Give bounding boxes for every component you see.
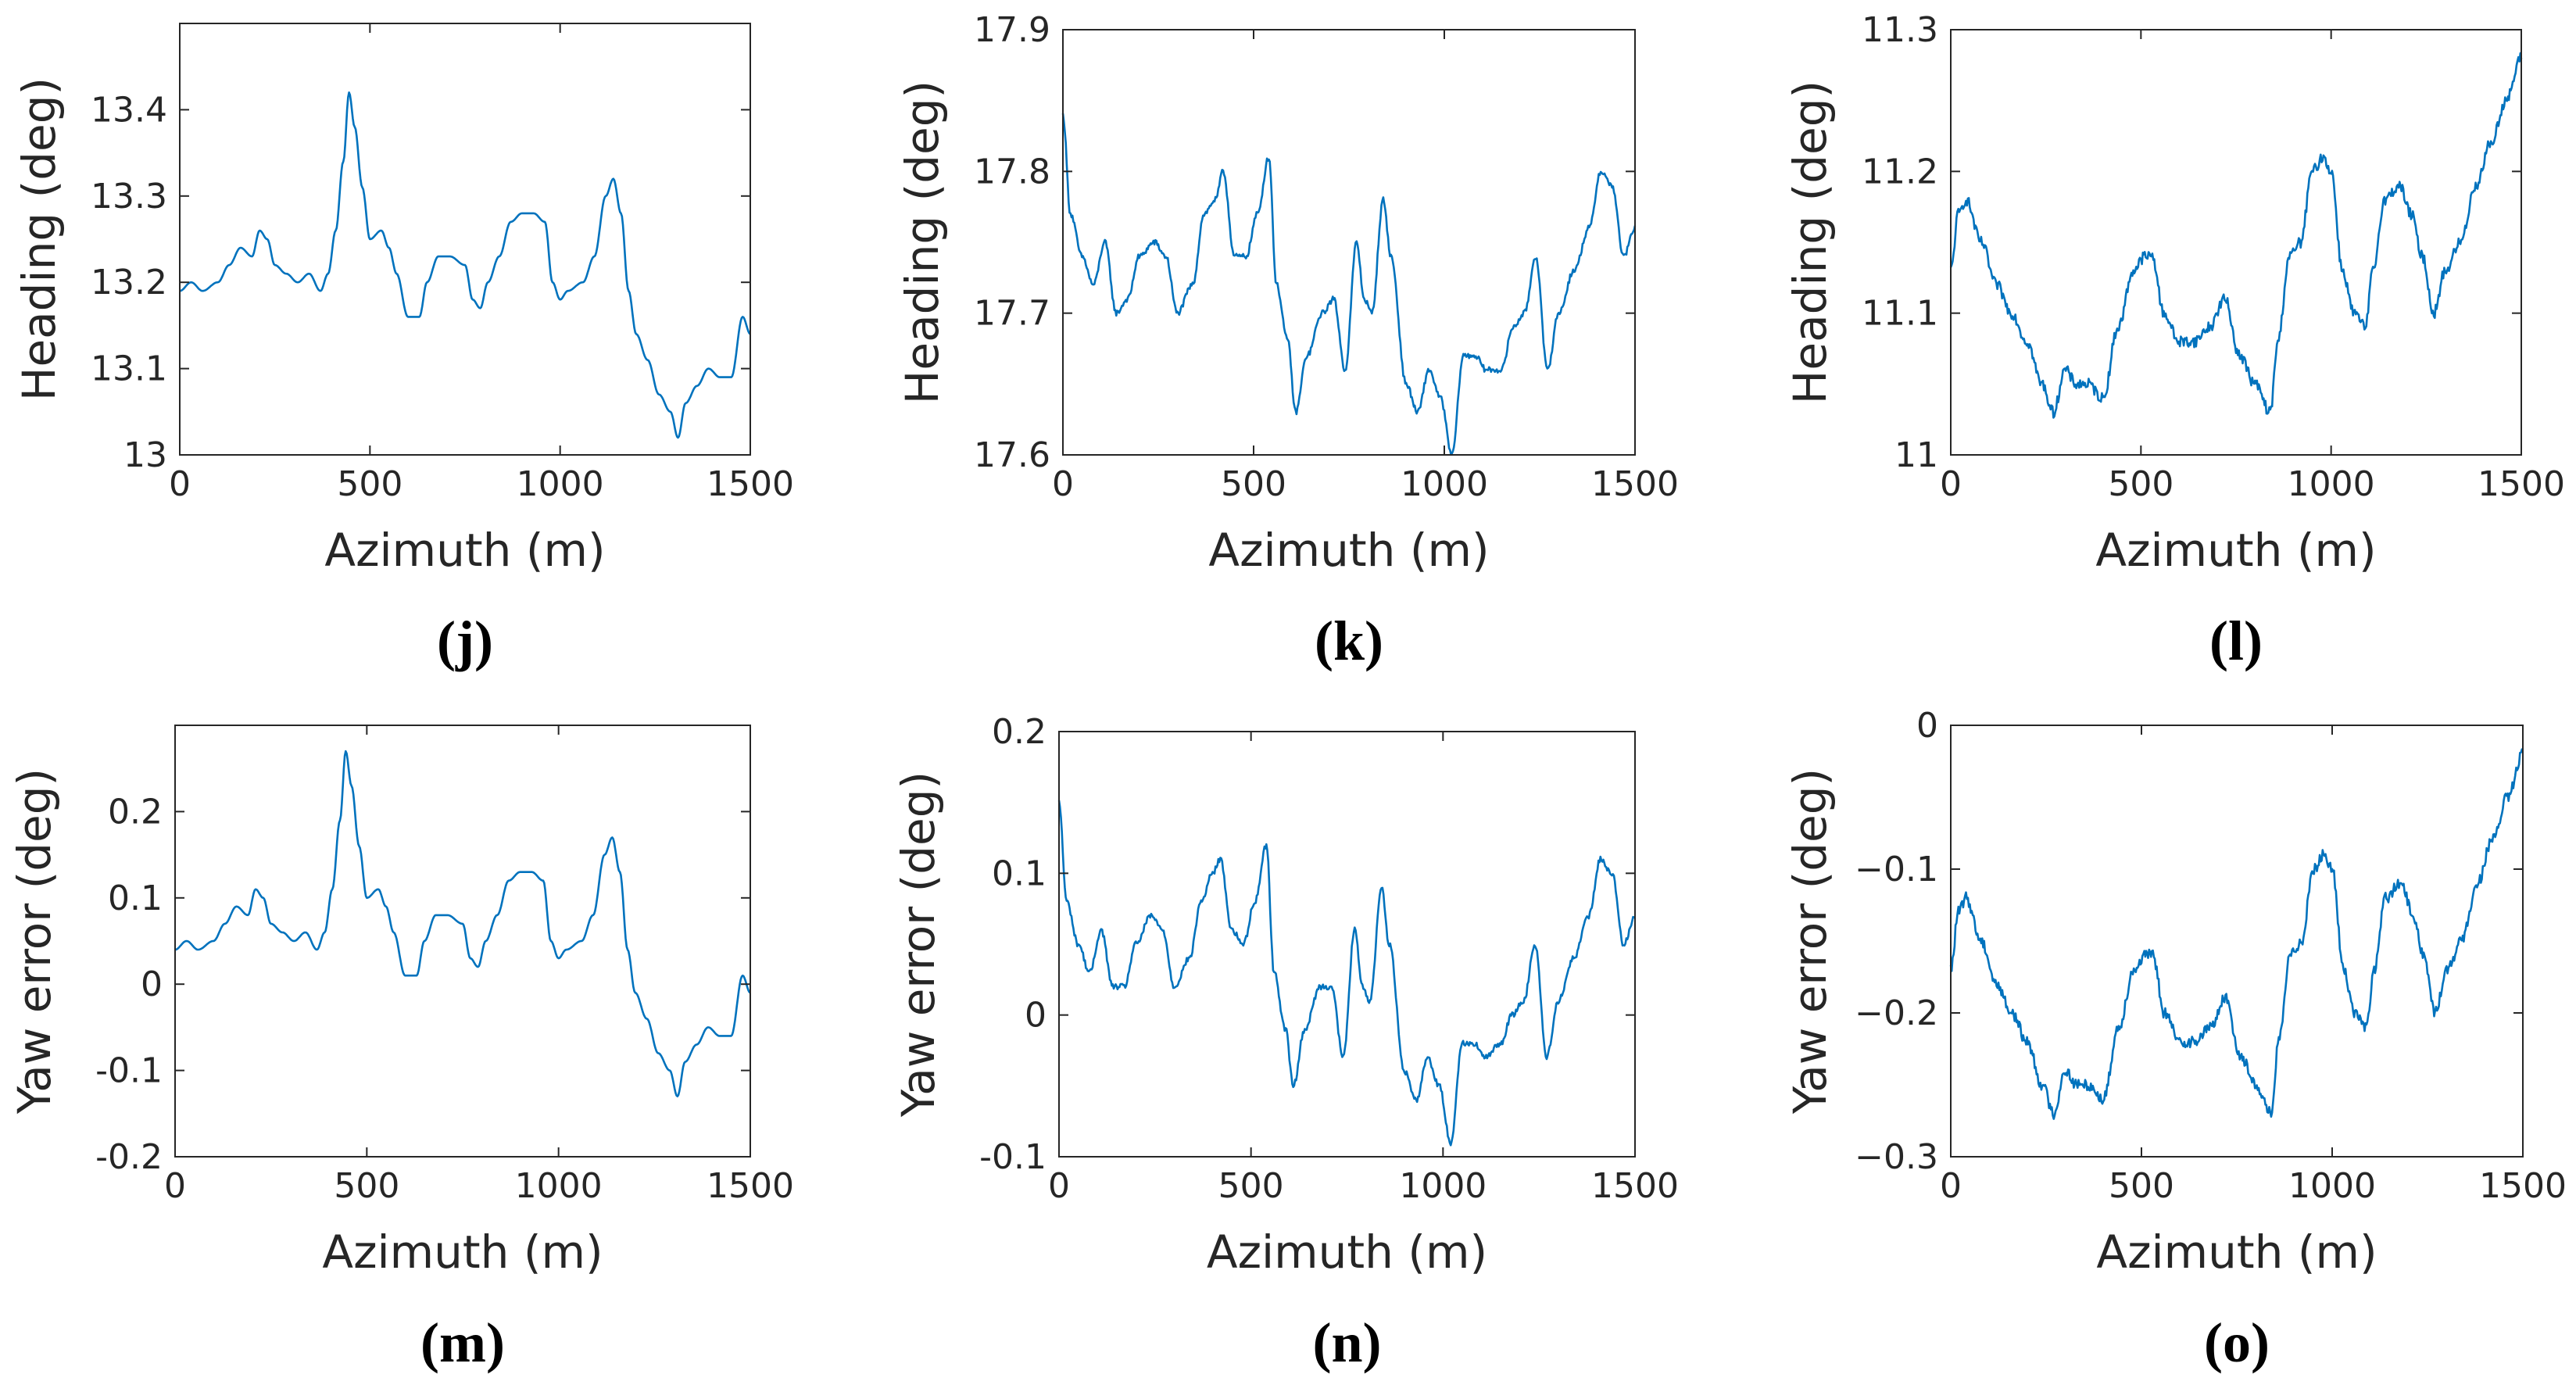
- y-tick-label: 17.7: [974, 294, 1050, 334]
- y-tick-label: −0.3: [1855, 1137, 1938, 1177]
- y-tick-label: 17.9: [974, 10, 1050, 50]
- axes-box-m: [174, 725, 751, 1158]
- y-tick-label: 17.6: [974, 435, 1050, 475]
- series-line-n: [1057, 800, 1636, 1147]
- x-tick-label: 500: [2109, 1166, 2174, 1206]
- panel-label: (o): [2204, 1311, 2270, 1374]
- x-tick-label: 1000: [515, 1166, 603, 1206]
- x-tick-label: 1500: [2478, 464, 2565, 504]
- x-tick-label: 1000: [2288, 1166, 2376, 1206]
- x-tick-label: 0: [1048, 1166, 1070, 1206]
- x-tick-label: 500: [1221, 464, 1286, 504]
- x-tick-label: 0: [1940, 464, 1962, 504]
- panel-k: 0 500 1000 1500 17.6 17.7 17.8 17.9 Azimuth (m) H…: [896, 10, 1679, 672]
- y-tick-label: 0: [141, 964, 163, 1004]
- y-tick-label: −0.1: [1855, 850, 1938, 889]
- series-line-o: [1949, 748, 2524, 1120]
- axes-box-o: [1950, 725, 2524, 1158]
- x-tick-label: 1000: [1399, 1166, 1487, 1206]
- y-tick-label: -0.1: [95, 1051, 163, 1091]
- y-tick-label: 11.2: [1862, 152, 1938, 191]
- x-tick-label: 500: [337, 464, 402, 504]
- panel-label: (j): [437, 610, 493, 672]
- panel-o: 0 500 1000 1500 −0.3 −0.2 −0.1 0 Azimuth (m) Yaw …: [1784, 706, 2567, 1374]
- y-axis-label: Yaw error (deg): [1784, 768, 1837, 1115]
- y-tick-label: −0.2: [1855, 993, 1938, 1033]
- x-tick-label: 0: [169, 464, 191, 504]
- panel-j: 0 500 1000 1500 13 13.1 13.2 13.3 13.4 Azimuth (m…: [13, 23, 794, 672]
- x-tick-label: 500: [334, 1166, 399, 1206]
- y-tick-label: 13.1: [91, 349, 167, 389]
- panel-label: (l): [2209, 610, 2263, 672]
- axes-box-l: [1950, 29, 2522, 456]
- x-tick-label: 1000: [517, 464, 604, 504]
- axes-box-j: [179, 23, 751, 456]
- y-tick-label: -0.1: [979, 1137, 1046, 1177]
- y-tick-label: 0.1: [108, 878, 163, 918]
- x-axis-label: Azimuth (m): [1208, 524, 1489, 577]
- y-axis-label: Yaw error (deg): [8, 768, 61, 1115]
- x-tick-label: 1500: [1591, 1166, 1679, 1206]
- series-line-l: [1949, 52, 2523, 419]
- x-axis-label: Azimuth (m): [324, 524, 605, 577]
- y-tick-label: 0.1: [992, 853, 1046, 893]
- axes-box-n: [1058, 731, 1636, 1158]
- x-tick-label: 500: [1218, 1166, 1284, 1206]
- x-tick-label: 1500: [707, 1166, 794, 1206]
- panel-l: 0 500 1000 1500 11 11.1 11.2 11.3 Azimuth (m) Hea…: [1784, 10, 2565, 672]
- x-tick-label: 500: [2108, 464, 2174, 504]
- y-tick-label: 11.1: [1862, 294, 1938, 334]
- x-axis-label: Azimuth (m): [2095, 524, 2376, 577]
- series-line-m: [174, 750, 751, 1097]
- y-axis-label: Heading (deg): [896, 81, 949, 404]
- x-tick-label: 1000: [2288, 464, 2375, 504]
- x-tick-label: 0: [1940, 1166, 1962, 1206]
- y-tick-label: 13.3: [91, 177, 167, 216]
- series-line-j: [179, 91, 751, 439]
- panel-label: (n): [1313, 1311, 1382, 1374]
- series-line-k: [1061, 113, 1637, 456]
- x-axis-label: Azimuth (m): [2096, 1226, 2377, 1279]
- panel-m: 0 500 1000 1500 -0.2 -0.1 0 0.1 0.2 Azimuth (m) Ya…: [8, 725, 794, 1374]
- y-tick-label: 13.4: [91, 90, 167, 130]
- y-tick-label: 0: [1916, 706, 1938, 746]
- x-tick-label: 1500: [707, 464, 794, 504]
- x-axis-label: Azimuth (m): [1207, 1226, 1487, 1279]
- panel-label: (m): [420, 1311, 505, 1374]
- y-axis-label: Heading (deg): [13, 77, 66, 401]
- y-tick-label: 11: [1894, 435, 1938, 475]
- y-tick-label: 13: [123, 435, 167, 475]
- x-tick-label: 0: [1052, 464, 1074, 504]
- y-axis-label: Heading (deg): [1784, 81, 1837, 404]
- y-tick-label: 0.2: [108, 792, 163, 832]
- x-tick-label: 1500: [1591, 464, 1679, 504]
- axes-box-k: [1062, 29, 1636, 456]
- x-tick-label: 1000: [1401, 464, 1488, 504]
- y-tick-label: 13.2: [91, 263, 167, 302]
- y-tick-label: 0: [1025, 996, 1046, 1036]
- x-tick-label: 1500: [2479, 1166, 2567, 1206]
- x-tick-label: 0: [164, 1166, 186, 1206]
- x-axis-label: Azimuth (m): [322, 1226, 603, 1279]
- y-axis-label: Yaw error (deg): [892, 771, 945, 1118]
- y-tick-label: 17.8: [974, 152, 1050, 191]
- y-tick-label: -0.2: [95, 1137, 163, 1177]
- y-tick-label: 0.2: [992, 712, 1046, 752]
- y-tick-label: 11.3: [1862, 10, 1938, 50]
- panel-label: (k): [1315, 610, 1383, 672]
